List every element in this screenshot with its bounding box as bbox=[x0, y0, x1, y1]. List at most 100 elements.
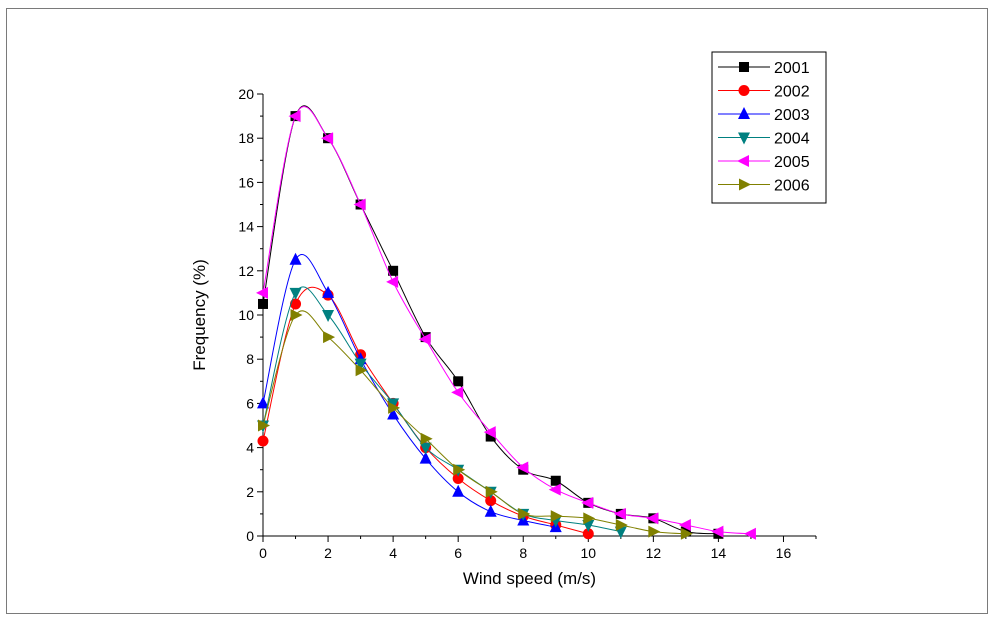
series-layer bbox=[256, 105, 756, 540]
data-point-2002-0 bbox=[257, 435, 269, 447]
data-point-2004-1 bbox=[289, 287, 302, 300]
x-tick-label: 10 bbox=[581, 545, 597, 561]
data-point-2006-3 bbox=[355, 364, 368, 377]
x-tick-label: 12 bbox=[646, 545, 662, 561]
x-tick-label: 4 bbox=[389, 545, 397, 561]
legend-label: 2005 bbox=[774, 154, 810, 171]
legend-label: 2003 bbox=[774, 107, 810, 124]
legend: 2001 2002 2003 2004 2005 2006 bbox=[711, 51, 827, 204]
legend-marker bbox=[738, 107, 750, 119]
data-point-2001-0 bbox=[258, 298, 268, 309]
data-point-2005-7 bbox=[483, 426, 496, 439]
legend-label: 2001 bbox=[774, 60, 810, 77]
y-tick-label: 4 bbox=[246, 440, 254, 456]
x-tick-label: 8 bbox=[519, 545, 527, 561]
data-point-2003-6 bbox=[452, 484, 465, 497]
axes: 0 2 4 6 8 10 12 14 16 18 200 2 4 6 8 10 12 14 16 bbox=[238, 86, 817, 561]
legend-item-2003: 2003 bbox=[718, 107, 810, 124]
y-tick-label: 18 bbox=[238, 130, 254, 146]
series-line-2006 bbox=[262, 310, 686, 535]
y-tick-label: 14 bbox=[238, 219, 254, 235]
data-point-2004-2 bbox=[322, 310, 335, 322]
data-point-2004-5 bbox=[419, 442, 432, 455]
data-point-2006-0 bbox=[258, 419, 270, 432]
legend-item-2002: 2002 bbox=[718, 84, 810, 101]
y-axis-title: Frequency (%) bbox=[190, 259, 209, 370]
series-2002 bbox=[257, 286, 594, 540]
legend-item-2001: 2001 bbox=[718, 60, 810, 77]
x-tick-label: 2 bbox=[324, 545, 332, 561]
data-point-2001-4 bbox=[388, 265, 399, 276]
series-2003 bbox=[257, 252, 562, 533]
legend-box bbox=[711, 51, 827, 204]
y-tick-label: 8 bbox=[246, 351, 254, 367]
data-point-2005-4 bbox=[386, 275, 399, 288]
series-line-2001 bbox=[262, 105, 719, 535]
data-point-2006-12 bbox=[648, 525, 661, 538]
data-point-2005-10 bbox=[581, 496, 594, 509]
legend-label: 2004 bbox=[774, 131, 810, 148]
data-point-2006-6 bbox=[453, 463, 466, 476]
y-tick-label: 0 bbox=[246, 528, 254, 544]
legend-marker bbox=[738, 85, 750, 96]
data-point-2003-5 bbox=[419, 451, 432, 464]
data-point-2006-4 bbox=[388, 401, 401, 414]
series-line-2005 bbox=[262, 106, 751, 535]
data-point-2004-3 bbox=[354, 358, 367, 371]
y-tick-label: 20 bbox=[238, 86, 254, 102]
legend-marker bbox=[738, 132, 750, 145]
data-point-2005-2 bbox=[321, 132, 334, 145]
series-line-2003 bbox=[262, 254, 556, 528]
legend-item-2004: 2004 bbox=[718, 131, 810, 148]
data-point-2002-6 bbox=[452, 473, 464, 485]
data-point-2005-5 bbox=[418, 333, 431, 346]
data-point-2005-12 bbox=[646, 512, 659, 525]
x-axis-title: Wind speed (m/s) bbox=[463, 569, 596, 588]
y-tick-label: 10 bbox=[238, 307, 254, 323]
data-point-2006-1 bbox=[290, 309, 303, 321]
data-point-2005-15 bbox=[743, 527, 756, 540]
data-point-2003-7 bbox=[484, 504, 497, 517]
data-point-2006-8 bbox=[518, 507, 531, 520]
data-point-2002-1 bbox=[290, 298, 302, 310]
legend-label: 2006 bbox=[774, 178, 810, 195]
data-point-2002-10 bbox=[582, 528, 594, 540]
data-point-2005-13 bbox=[678, 518, 691, 531]
data-point-2001-6 bbox=[453, 376, 464, 387]
x-tick-label: 16 bbox=[776, 545, 792, 561]
x-tick-label: 14 bbox=[711, 545, 727, 561]
data-point-2006-2 bbox=[323, 331, 336, 344]
x-tick-label: 6 bbox=[454, 545, 462, 561]
legend-marker bbox=[737, 155, 749, 167]
legend-item-2006: 2006 bbox=[718, 178, 810, 195]
legend-marker bbox=[739, 178, 751, 191]
series-2004 bbox=[257, 286, 627, 539]
data-point-2005-9 bbox=[548, 483, 561, 496]
data-point-2005-3 bbox=[353, 198, 366, 211]
data-point-2002-7 bbox=[485, 495, 497, 507]
data-point-2001-9 bbox=[550, 475, 561, 486]
y-tick-label: 16 bbox=[238, 174, 254, 190]
data-point-2005-0 bbox=[256, 286, 268, 299]
data-point-2003-1 bbox=[289, 252, 302, 265]
x-tick-label: 0 bbox=[259, 545, 267, 561]
data-point-2003-4 bbox=[387, 407, 400, 420]
data-point-2006-13 bbox=[680, 527, 693, 540]
series-2006 bbox=[258, 309, 693, 540]
series-line-2002 bbox=[262, 286, 589, 535]
legend-label: 2002 bbox=[774, 84, 810, 101]
data-point-2005-6 bbox=[451, 386, 464, 399]
data-point-2006-5 bbox=[420, 432, 433, 445]
data-point-2006-9 bbox=[550, 510, 563, 523]
data-point-2005-14 bbox=[711, 525, 724, 538]
data-point-2003-2 bbox=[322, 285, 335, 298]
data-point-2006-7 bbox=[485, 485, 498, 498]
y-tick-label: 12 bbox=[238, 263, 254, 279]
y-tick-label: 6 bbox=[246, 395, 254, 411]
legend-marker bbox=[739, 62, 749, 72]
data-point-2003-0 bbox=[257, 396, 269, 409]
data-point-2005-11 bbox=[613, 507, 626, 520]
legend-item-2005: 2005 bbox=[718, 154, 810, 171]
data-point-2005-1 bbox=[288, 110, 301, 123]
